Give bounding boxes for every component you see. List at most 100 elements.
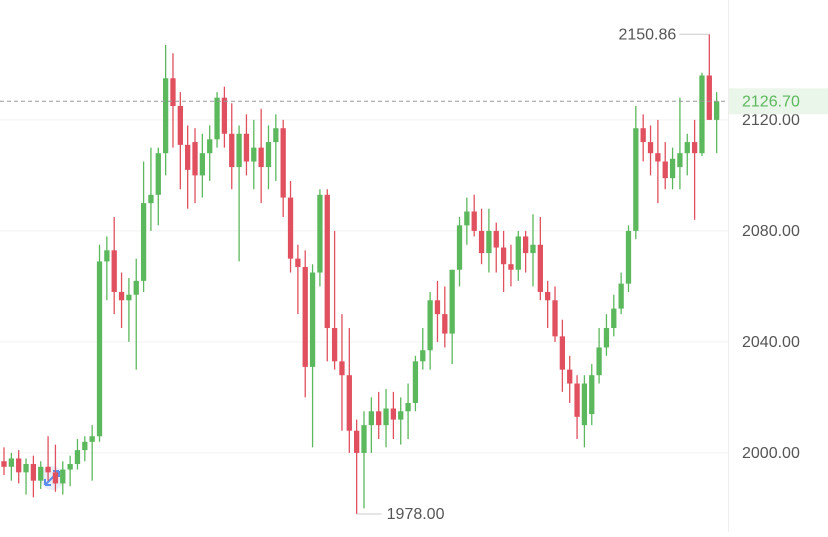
- candle-body: [574, 383, 580, 417]
- candle-body: [471, 211, 477, 231]
- candle-body: [236, 133, 242, 168]
- candle-body: [96, 261, 103, 437]
- candle-body: [427, 300, 433, 351]
- candle-body: [398, 411, 404, 420]
- candle-body: [207, 139, 213, 154]
- candle-body: [596, 347, 602, 376]
- candle-body: [155, 153, 161, 195]
- candle-body: [265, 142, 272, 168]
- candle-body: [500, 247, 507, 265]
- candle-body: [251, 147, 257, 162]
- candle-body: [691, 142, 698, 154]
- candle-body: [412, 361, 419, 403]
- candle-body: [280, 128, 286, 198]
- candle-body: [655, 153, 661, 162]
- candle-body: [567, 369, 573, 384]
- last-price-label: 2126.70: [742, 94, 800, 111]
- candle-body: [647, 142, 654, 154]
- candle-body: [82, 441, 88, 451]
- candle-body: [589, 375, 595, 415]
- candle-body: [302, 266, 308, 367]
- candle-body: [317, 194, 323, 273]
- candle-body: [346, 375, 352, 431]
- candle-body: [508, 264, 514, 270]
- candle-body: [478, 230, 485, 254]
- candle-body: [192, 142, 198, 176]
- candle-body: [229, 133, 235, 168]
- candle-body: [331, 328, 338, 362]
- y-tick-label: 2080.00: [742, 223, 800, 240]
- candle-body: [52, 472, 59, 484]
- candle-body: [8, 458, 14, 467]
- candle-body: [258, 147, 264, 168]
- candle-body: [625, 230, 632, 284]
- candle-body: [611, 308, 617, 329]
- candle-body: [16, 458, 22, 473]
- candle-body: [177, 106, 183, 145]
- candle-body: [243, 133, 250, 162]
- candle-body: [581, 383, 588, 426]
- candle-body: [383, 408, 389, 426]
- candle-body: [60, 469, 66, 484]
- candle-body: [434, 300, 441, 315]
- candle-body: [368, 411, 374, 426]
- candle-body: [456, 225, 463, 270]
- annotation-label: 2150.86: [618, 26, 676, 43]
- candle-body: [706, 75, 712, 120]
- candle-body: [273, 128, 279, 143]
- candle-body: [662, 161, 668, 179]
- candle-body: [603, 328, 610, 348]
- candle-body: [354, 430, 360, 453]
- candle-body: [522, 236, 529, 254]
- candle-body: [405, 402, 411, 412]
- candle-body: [559, 336, 566, 370]
- candle-body: [714, 101, 720, 120]
- candle-body: [111, 250, 117, 292]
- candle-body: [464, 211, 470, 226]
- candle-body: [442, 314, 448, 334]
- candle-body: [148, 194, 154, 204]
- candle-body: [677, 153, 683, 168]
- candle-body: [74, 450, 81, 465]
- candle-body: [618, 283, 624, 309]
- candle-body: [118, 291, 125, 301]
- candle-body: [486, 230, 492, 254]
- candle-body: [221, 97, 228, 134]
- candle-body: [104, 250, 110, 262]
- candle-body: [30, 464, 37, 481]
- candle-body: [376, 411, 382, 426]
- candle-body: [38, 466, 44, 481]
- candle-body: [545, 291, 551, 301]
- candle-body: [309, 272, 316, 367]
- candle-body: [324, 194, 330, 329]
- candle-body: [699, 75, 705, 154]
- candle-body: [89, 436, 95, 442]
- candle-body: [185, 144, 191, 170]
- candle-body: [640, 128, 646, 143]
- candle-body: [214, 97, 220, 140]
- candle-body: [1, 461, 7, 467]
- candle-body: [493, 230, 499, 248]
- candle-body: [552, 300, 558, 337]
- candle-body: [449, 269, 455, 334]
- candle-body: [133, 280, 139, 295]
- candle-body: [530, 244, 536, 254]
- candle-body: [684, 142, 690, 154]
- candle-body: [295, 258, 301, 267]
- candle-body: [537, 244, 543, 292]
- candle-body: [669, 158, 676, 179]
- candle-body: [390, 408, 397, 420]
- candle-body: [633, 128, 639, 231]
- candle-body: [45, 466, 51, 473]
- candle-body: [23, 464, 29, 473]
- candle-body: [170, 78, 176, 107]
- candle-body: [162, 78, 169, 154]
- candle-body: [287, 197, 294, 259]
- candle-body: [199, 153, 206, 176]
- annotation-label: 1978.00: [387, 506, 445, 523]
- candle-body: [140, 203, 147, 281]
- candle-body: [361, 425, 367, 453]
- candle-body: [126, 294, 132, 301]
